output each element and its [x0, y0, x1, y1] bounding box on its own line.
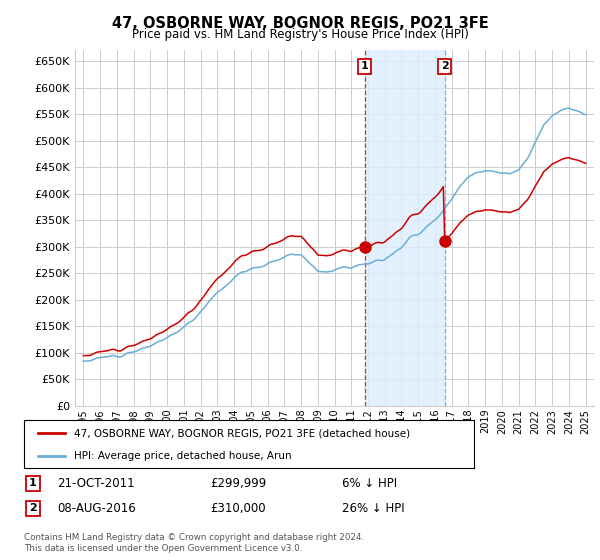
Text: 26% ↓ HPI: 26% ↓ HPI [342, 502, 404, 515]
Text: HPI: Average price, detached house, Arun: HPI: Average price, detached house, Arun [74, 451, 291, 461]
Text: 2: 2 [441, 62, 449, 72]
Text: Price paid vs. HM Land Registry's House Price Index (HPI): Price paid vs. HM Land Registry's House … [131, 28, 469, 41]
Text: £299,999: £299,999 [210, 477, 266, 490]
Text: Contains HM Land Registry data © Crown copyright and database right 2024.
This d: Contains HM Land Registry data © Crown c… [24, 533, 364, 553]
Bar [365, 50, 445, 406]
Text: 6% ↓ HPI: 6% ↓ HPI [342, 477, 397, 490]
Text: 47, OSBORNE WAY, BOGNOR REGIS, PO21 3FE (detached house): 47, OSBORNE WAY, BOGNOR REGIS, PO21 3FE … [74, 428, 410, 438]
Text: 1: 1 [361, 62, 368, 72]
Text: 2: 2 [29, 503, 37, 514]
Text: 1: 1 [29, 478, 37, 488]
Text: 08-AUG-2016: 08-AUG-2016 [57, 502, 136, 515]
Text: 21-OCT-2011: 21-OCT-2011 [57, 477, 134, 490]
Text: 47, OSBORNE WAY, BOGNOR REGIS, PO21 3FE: 47, OSBORNE WAY, BOGNOR REGIS, PO21 3FE [112, 16, 488, 31]
Text: £310,000: £310,000 [210, 502, 266, 515]
